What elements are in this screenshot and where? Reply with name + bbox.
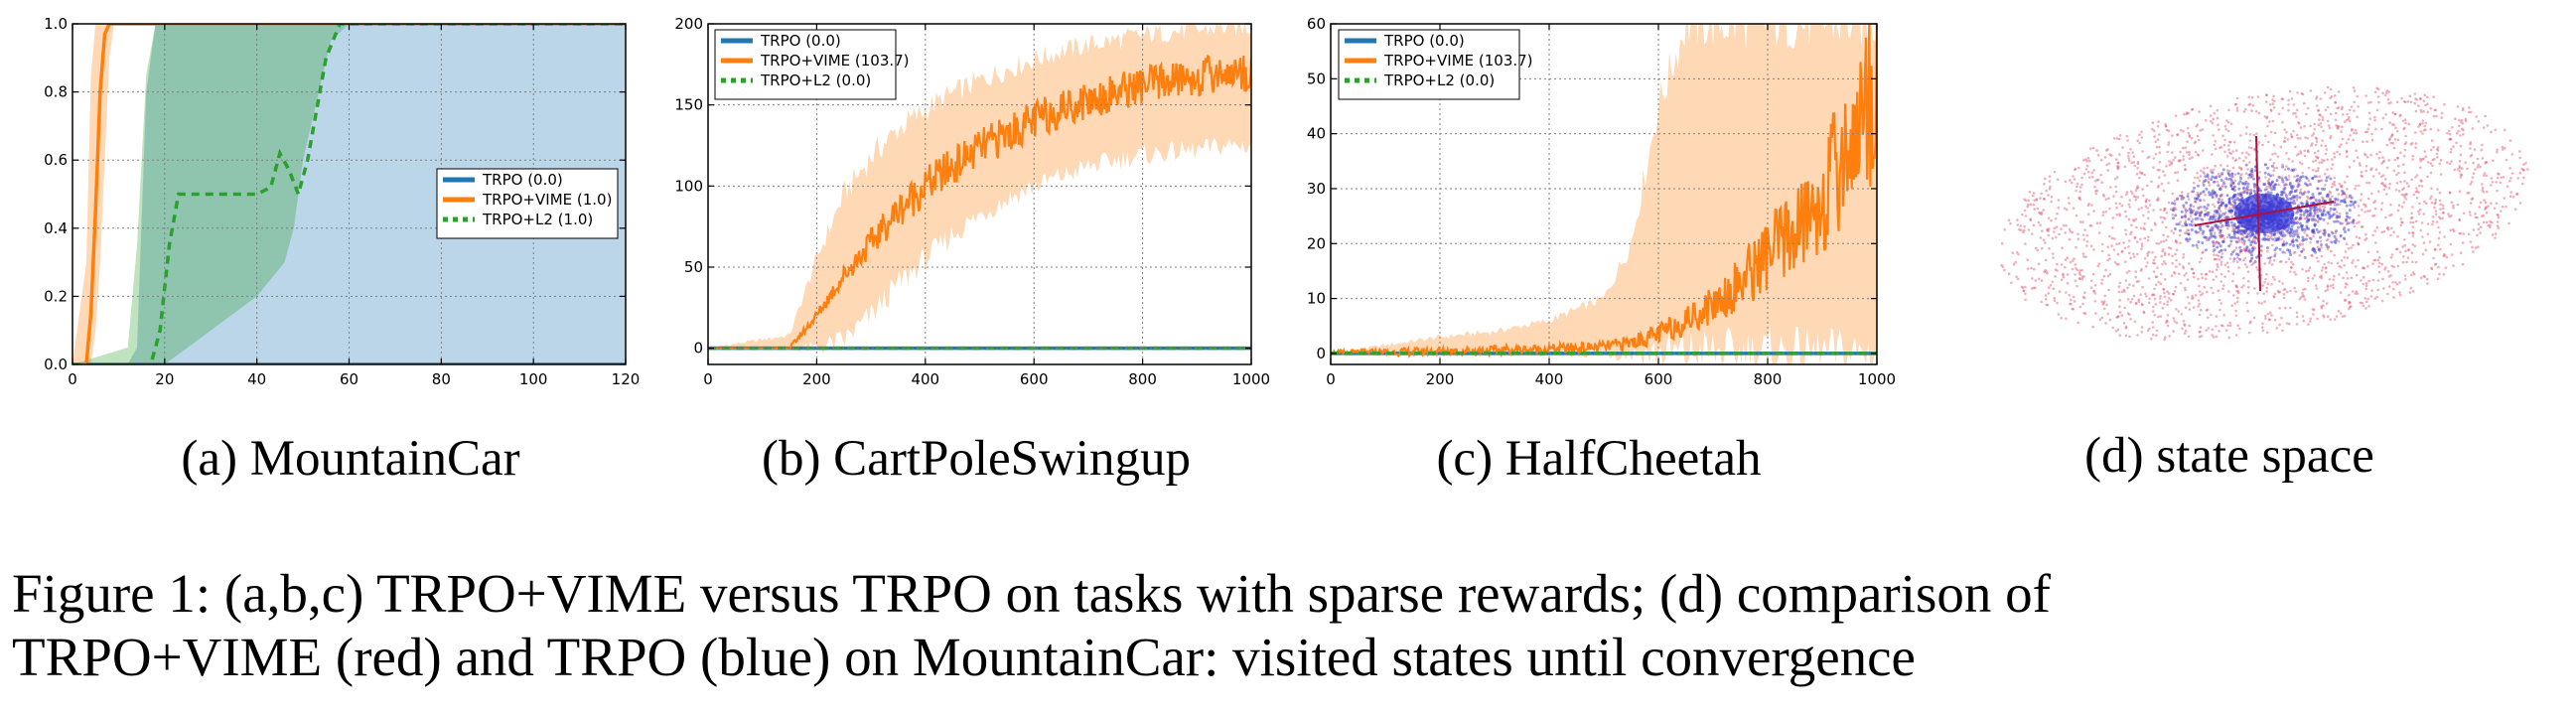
y-tick-label: 0.8 — [44, 83, 68, 101]
y-tick-label: 30 — [1307, 180, 1326, 198]
x-tick-label: 200 — [802, 370, 831, 388]
x-tick-label: 0 — [1326, 370, 1336, 388]
y-tick-label: 200 — [674, 15, 703, 33]
y-tick-label: 0 — [693, 340, 703, 357]
panel-label-d: (d) state space — [2084, 428, 2374, 484]
legend-entry: TRPO+VIME (103.7) — [760, 52, 910, 70]
series-line-trpo-vime-1-0- — [72, 24, 626, 364]
y-tick-label: 0.4 — [44, 219, 68, 237]
x-tick-label: 1000 — [1858, 370, 1896, 388]
panel-label: (a) MountainCar — [181, 431, 519, 487]
legend: TRPO (0.0) TRPO+VIME (1.0) TRPO+L2 (1.0) — [436, 168, 619, 239]
y-tick-label: 60 — [1307, 15, 1326, 33]
legend-entry: TRPO+VIME (103.7) — [1383, 52, 1533, 70]
y-tick-label: 0.0 — [44, 356, 68, 373]
caption-line-2: TRPO+VIME (red) and TRPO (blue) on Mount… — [12, 627, 1916, 687]
state-space-plot: (d) state space — [2000, 85, 2529, 484]
panel-label: (b) CartPoleSwingup — [762, 431, 1191, 487]
chart-halfcheetah: 0 200 400 600 800 1000 0 10 20 30 40 50 60 TRPO (0.0)… — [1307, 15, 1896, 487]
x-tick-label: 400 — [911, 370, 939, 388]
y-tick-label: 10 — [1307, 290, 1326, 308]
x-tick-label: 1000 — [1232, 370, 1270, 388]
x-tick-label: 800 — [1128, 370, 1157, 388]
x-tick-label: 800 — [1754, 370, 1783, 388]
y-tick-label: 1.0 — [44, 15, 68, 33]
y-tick-label: 100 — [674, 177, 703, 195]
x-tick-label: 400 — [1535, 370, 1564, 388]
plot-frame — [1330, 23, 1878, 365]
y-tick-label: 150 — [674, 96, 703, 114]
legend-entry: TRPO (0.0) — [760, 32, 841, 50]
y-tick-label: 0 — [1316, 345, 1326, 362]
y-tick-label: 40 — [1307, 125, 1326, 143]
x-tick-label: 60 — [340, 370, 358, 388]
x-tick-label: 120 — [612, 370, 641, 388]
x-tick-label: 200 — [1426, 370, 1455, 388]
x-tick-label: 0 — [703, 370, 713, 388]
legend-entry: TRPO+L2 (0.0) — [1383, 71, 1495, 89]
legend-entry: TRPO (0.0) — [482, 171, 563, 189]
chart-mountaincar: 0 20 40 60 80 100 120 0.0 0.2 0.4 0.6 0.8 1.0 TRPO (0… — [44, 15, 640, 487]
legend: TRPO (0.0) TRPO+VIME (103.7)TRPO+L2 (0.0) — [714, 29, 910, 100]
legend-entry: TRPO+L2 (1.0) — [482, 211, 593, 228]
figure-caption: Figure 1: (a,b,c) TRPO+VIME versus TRPO … — [12, 562, 2564, 689]
series-line-trpo-vime-103-7- — [708, 54, 1251, 350]
band-trpo-l2-1-0- — [72, 24, 626, 364]
y-tick-label: 0.6 — [44, 151, 68, 169]
y-tick-label: 20 — [1307, 234, 1326, 252]
y-tick-label: 50 — [1307, 70, 1326, 87]
panel-label: (c) HalfCheetah — [1436, 431, 1761, 487]
x-tick-label: 100 — [519, 370, 548, 388]
caption-line-1: Figure 1: (a,b,c) TRPO+VIME versus TRPO … — [12, 563, 2051, 624]
legend-entry: TRPO (0.0) — [1383, 32, 1465, 50]
series-line-trpo-vime-103-7- — [1331, 24, 1877, 359]
x-tick-label: 600 — [1020, 370, 1049, 388]
y-tick-label: 0.2 — [44, 287, 68, 305]
x-tick-label: 0 — [68, 370, 77, 388]
x-tick-label: 20 — [155, 370, 174, 388]
y-tick-label: 50 — [684, 258, 703, 276]
legend-entry: TRPO+L2 (0.0) — [760, 71, 871, 89]
x-tick-label: 40 — [247, 370, 266, 388]
plot-frame — [707, 23, 1252, 365]
x-tick-label: 600 — [1645, 370, 1673, 388]
legend-entry: TRPO+VIME (1.0) — [482, 191, 612, 209]
legend: TRPO (0.0) TRPO+VIME (103.7)TRPO+L2 (0.0) — [1338, 29, 1533, 100]
x-tick-label: 80 — [432, 370, 451, 388]
